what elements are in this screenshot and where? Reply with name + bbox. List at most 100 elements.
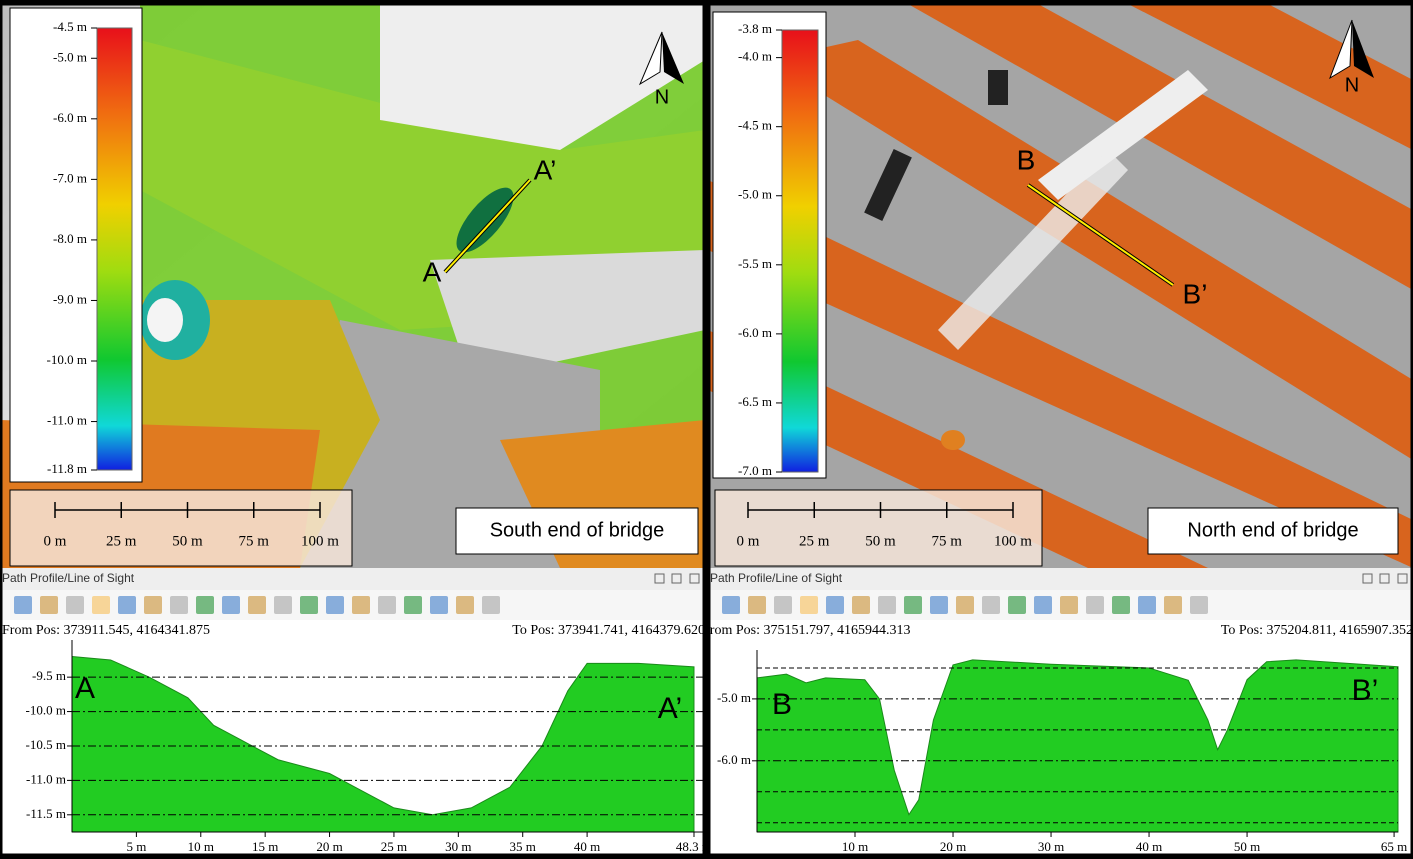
caption: North end of bridge: [1187, 519, 1358, 541]
map-marker: B: [1017, 144, 1036, 175]
window-title: Path Profile/Line of Sight: [710, 571, 843, 585]
color-tick-label: -10.0 m: [47, 352, 87, 367]
color-tick-label: -6.0 m: [53, 110, 87, 125]
map-marker: A’: [534, 154, 557, 185]
y-tick-label: -6.0 m: [717, 752, 751, 767]
tool-button[interactable]: [1060, 596, 1078, 614]
x-tick-label: 40 m: [1136, 839, 1162, 854]
tool-button[interactable]: [456, 596, 474, 614]
tool-button[interactable]: [904, 596, 922, 614]
tool-button[interactable]: [300, 596, 318, 614]
profile-area: [757, 660, 1398, 832]
map-marker: B’: [1183, 278, 1208, 309]
tool-button[interactable]: [352, 596, 370, 614]
x-tick-label: 10 m: [842, 839, 868, 854]
color-tick-label: -9.0 m: [53, 291, 87, 306]
color-tick-label: -5.5 m: [738, 256, 772, 271]
scale-label: 75 m: [932, 533, 963, 549]
profile-marker: A: [75, 672, 95, 705]
tool-button[interactable]: [956, 596, 974, 614]
from-pos: From Pos: 373911.545, 4164341.875: [2, 623, 210, 638]
tool-button[interactable]: [1138, 596, 1156, 614]
color-tick-label: -5.0 m: [738, 187, 772, 202]
tool-button[interactable]: [66, 596, 84, 614]
tool-button[interactable]: [722, 596, 740, 614]
tool-button[interactable]: [40, 596, 58, 614]
x-tick-label: 10 m: [188, 839, 214, 854]
scale-box: [715, 490, 1042, 566]
north-label: N: [655, 86, 669, 108]
y-tick-label: -10.0 m: [26, 703, 66, 718]
color-bar: [97, 28, 132, 470]
color-tick-label: -8.0 m: [53, 231, 87, 246]
color-tick-label: -4.5 m: [738, 118, 772, 133]
tool-button[interactable]: [1164, 596, 1182, 614]
tool-button[interactable]: [92, 596, 110, 614]
figure: -4.5 m -5.0 m -6.0 m -7.0 m -8.0 m -9.0 m -10.…: [0, 0, 1413, 859]
tool-button[interactable]: [826, 596, 844, 614]
tool-button[interactable]: [1008, 596, 1026, 614]
profile-marker: B’: [1352, 674, 1379, 707]
tool-button[interactable]: [118, 596, 136, 614]
x-tick-label: 48.3 m: [676, 839, 712, 854]
tool-button[interactable]: [482, 596, 500, 614]
from-pos: From Pos: 375151.797, 4165944.313: [702, 623, 910, 638]
color-tick-label: -7.0 m: [738, 463, 772, 478]
to-pos: To Pos: 373941.741, 4164379.620: [512, 623, 705, 638]
tool-button[interactable]: [222, 596, 240, 614]
tool-button[interactable]: [930, 596, 948, 614]
caption: South end of bridge: [490, 519, 665, 541]
scale-box: [10, 490, 352, 566]
tool-button[interactable]: [982, 596, 1000, 614]
tool-button[interactable]: [430, 596, 448, 614]
tool-button[interactable]: [800, 596, 818, 614]
y-tick-label: -11.5 m: [26, 806, 66, 821]
color-tick-label: -7.0 m: [53, 170, 87, 185]
scale-label: 100 m: [301, 533, 339, 549]
x-tick-label: 50 m: [1234, 839, 1260, 854]
color-tick-label: -6.5 m: [738, 394, 772, 409]
tool-button[interactable]: [1190, 596, 1208, 614]
color-tick-label: -3.8 m: [738, 21, 772, 36]
tool-button[interactable]: [274, 596, 292, 614]
tool-button[interactable]: [852, 596, 870, 614]
tool-button[interactable]: [248, 596, 266, 614]
tool-button[interactable]: [326, 596, 344, 614]
x-tick-label: 20 m: [316, 839, 342, 854]
scale-label: 25 m: [799, 533, 830, 549]
color-bar: [782, 30, 818, 472]
color-tick-label: -4.5 m: [53, 19, 87, 34]
x-tick-label: 5 m: [126, 839, 146, 854]
color-tick-label: -5.0 m: [53, 49, 87, 64]
x-tick-label: 30 m: [1038, 839, 1064, 854]
profile-marker: B: [772, 688, 792, 721]
x-tick-label: 30 m: [445, 839, 471, 854]
tool-button[interactable]: [404, 596, 422, 614]
north-label: N: [1345, 74, 1359, 96]
scale-label: 50 m: [172, 533, 203, 549]
y-tick-label: -5.0 m: [717, 690, 751, 705]
tool-button[interactable]: [748, 596, 766, 614]
scale-label: 75 m: [239, 533, 270, 549]
scale-label: 25 m: [106, 533, 137, 549]
to-pos: To Pos: 375204.811, 4165907.352: [1221, 623, 1413, 638]
tool-button[interactable]: [378, 596, 396, 614]
tool-button[interactable]: [1034, 596, 1052, 614]
page: -4.5 m -5.0 m -6.0 m -7.0 m -8.0 m -9.0 m -10.…: [0, 0, 1413, 859]
x-tick-label: 40 m: [574, 839, 600, 854]
tool-button[interactable]: [196, 596, 214, 614]
window-title: Path Profile/Line of Sight: [2, 571, 135, 585]
x-tick-label: 25 m: [381, 839, 407, 854]
x-tick-label: 35 m: [510, 839, 536, 854]
color-tick-label: -6.0 m: [738, 325, 772, 340]
x-tick-label: 20 m: [940, 839, 966, 854]
tool-button[interactable]: [144, 596, 162, 614]
tool-button[interactable]: [878, 596, 896, 614]
tool-button[interactable]: [14, 596, 32, 614]
tool-button[interactable]: [1086, 596, 1104, 614]
tool-button[interactable]: [774, 596, 792, 614]
tool-button[interactable]: [1112, 596, 1130, 614]
tool-button[interactable]: [170, 596, 188, 614]
profile-marker: A’: [658, 692, 682, 725]
scale-label: 50 m: [865, 533, 896, 549]
